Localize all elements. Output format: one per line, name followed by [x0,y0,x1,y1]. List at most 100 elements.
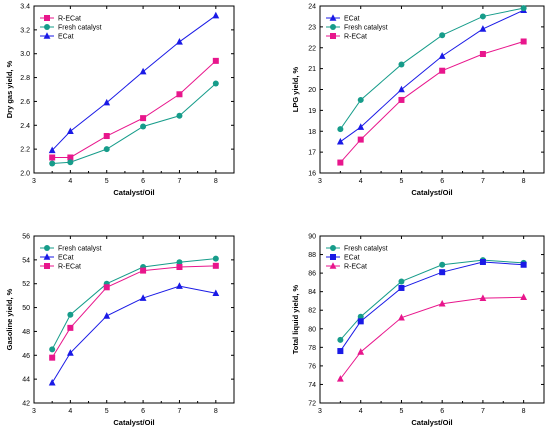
series-ecat [337,258,527,355]
data-point [176,37,183,45]
data-point [439,269,446,276]
data-point [103,312,111,319]
series-fresh-catalyst [49,255,219,353]
y-tick-label: 50 [22,305,30,312]
x-tick-label: 6 [141,408,145,415]
data-point [398,61,405,68]
x-tick-label: 3 [32,408,36,415]
y-axis-label: Total liquid yield, % [291,284,300,354]
legend-marker [43,253,51,260]
y-tick-label: 48 [22,329,30,336]
data-point [140,115,147,122]
legend-label: Fresh catalyst [58,25,102,32]
data-point [520,5,527,12]
y-tick-label: 2.0 [20,171,30,178]
series-r-ecat [337,38,527,166]
data-point [48,378,56,386]
x-tick-label: 7 [481,178,485,185]
y-tick-label: 18 [308,129,316,136]
y-tick-label: 56 [22,234,30,241]
data-point [479,294,487,301]
legend-marker [43,32,51,39]
y-tick-label: 2.2 [20,147,30,154]
data-point [67,154,74,161]
x-tick-label: 3 [318,178,322,185]
data-point [176,259,183,266]
data-point [212,57,219,64]
y-axis-label: LPG yield, % [291,66,300,112]
data-point [212,262,219,269]
data-point [140,123,147,130]
data-point [439,67,446,74]
data-point [49,154,56,161]
legend-label: Fresh catalyst [58,246,102,253]
y-tick-label: 86 [308,271,316,278]
legend-label: R-ECat [58,264,81,271]
data-point [398,284,405,291]
y-axis-label: Gasoline yield, % [5,288,14,350]
data-point [357,348,365,355]
data-point [438,52,446,59]
x-axis-label: Catalyst/Oil [113,188,154,197]
data-point [49,160,56,167]
data-point [48,146,56,154]
x-tick-label: 8 [214,408,218,415]
data-point [357,313,364,320]
chart-panel-2: 3 4 5 6 7 8 16 17 18 19 20 21 22 23 24 Catalyst/Oil LPG … [291,4,545,197]
legend-marker [329,262,337,269]
data-point [398,85,405,93]
series-line [51,258,216,350]
plot-frame [319,235,545,404]
y-tick-label: 84 [308,289,316,296]
series-line [339,41,524,163]
y-tick-label: 78 [308,345,316,352]
y-tick-label: 17 [308,150,316,157]
x-tick-label: 7 [481,408,485,415]
x-tick-label: 5 [105,408,109,415]
series-r-ecat [49,57,219,161]
x-tick-label: 8 [522,408,526,415]
data-point [479,25,487,32]
y-tick-label: 19 [308,108,316,115]
data-point [49,346,56,353]
x-axis-label: Catalyst/Oil [411,418,452,427]
x-tick-label: 5 [400,408,404,415]
x-tick-label: 5 [105,178,109,185]
data-point [357,123,365,130]
legend-marker [330,24,336,30]
x-tick-label: 5 [400,178,404,185]
legend-label: ECat [344,16,360,23]
data-point [67,311,74,318]
data-point [336,137,344,145]
series-fresh-catalyst [49,80,219,167]
data-point [67,159,74,166]
data-point [479,51,486,58]
series-line [51,285,216,383]
y-tick-label: 88 [308,252,316,259]
data-point [212,255,219,262]
data-point [337,348,344,355]
data-point [103,284,110,291]
series-line [52,60,217,158]
legend-label: R-ECat [344,264,367,271]
data-point [336,375,344,382]
data-point [357,136,364,143]
data-point [139,67,147,75]
legend-marker [44,24,50,30]
data-point [103,133,110,140]
data-point [439,32,446,39]
data-point [139,294,147,301]
legend-marker [330,254,336,260]
data-point [398,96,405,103]
data-point [49,354,56,361]
data-point [439,261,446,268]
x-tick-label: 6 [141,178,145,185]
legend: Fresh catalyst ECat R-ECat [40,245,102,271]
series-line [51,15,217,151]
series-r-ecat [336,293,528,382]
y-tick-label: 82 [308,308,316,315]
legend-marker [44,15,50,21]
y-tick-label: 3.2 [20,27,30,34]
data-point [479,258,486,265]
legend-marker [44,263,50,269]
